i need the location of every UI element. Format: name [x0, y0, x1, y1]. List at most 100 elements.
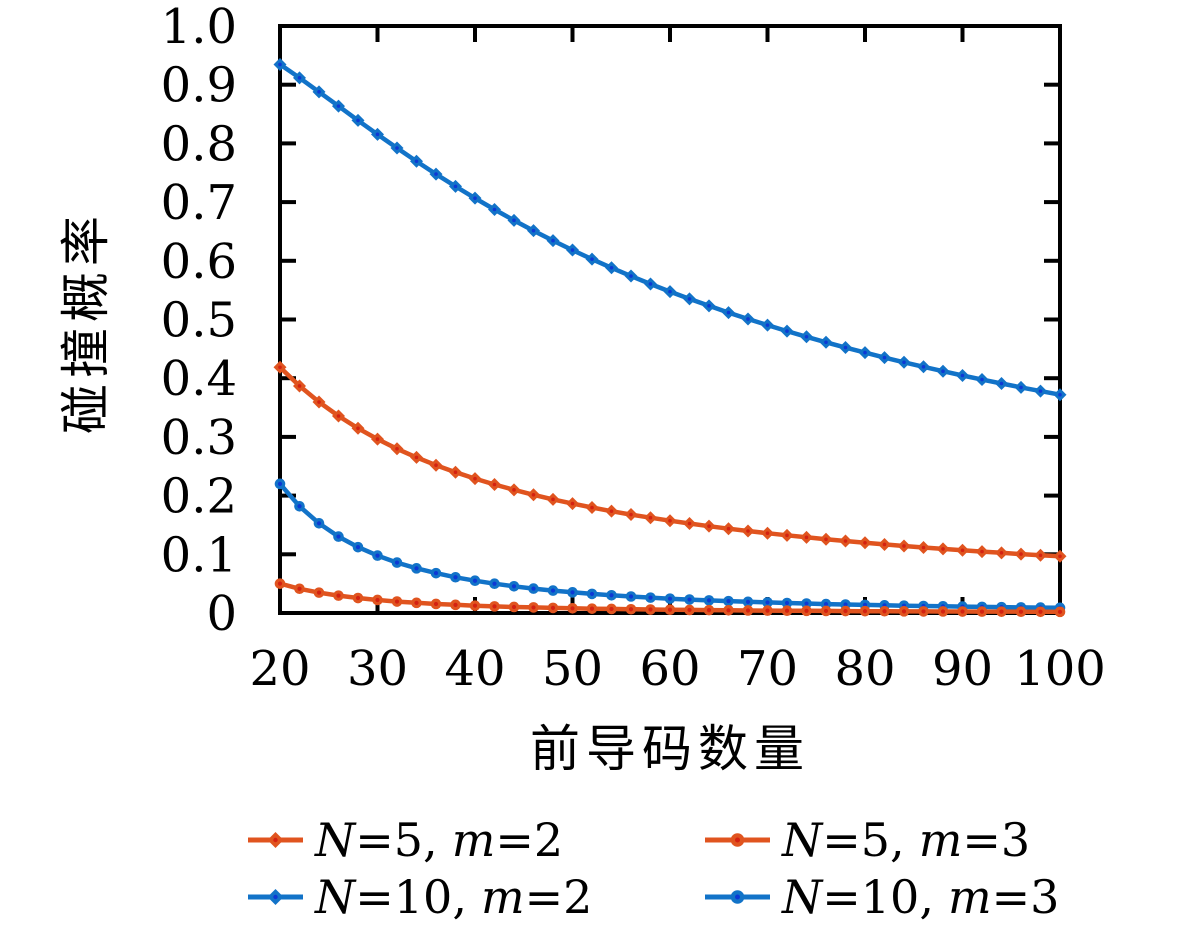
N10-m2-marker-core: [882, 355, 887, 360]
legend-entry-N5-m2: N=5, m=2: [248, 813, 563, 867]
curve-line-N10-m2: [277, 62, 1063, 397]
N10-m3-marker-core: [726, 599, 731, 604]
N5-m2-marker-core: [453, 470, 458, 475]
N5-m2-marker-core: [609, 509, 614, 513]
x-tick-label: 80: [834, 641, 895, 697]
N10-m2-marker-core: [843, 345, 848, 350]
N5-m2-marker-core: [882, 542, 887, 547]
N5-m3-marker-core: [979, 609, 985, 614]
N10-m3-marker-core: [784, 600, 790, 606]
N5-m2-marker-core: [356, 426, 360, 431]
N10-m2-marker-core: [902, 360, 906, 365]
x-tick-label: 100: [1014, 641, 1106, 697]
legend-label-N5-m2: N=5, m=2: [314, 813, 563, 867]
N10-m3-marker-core: [589, 591, 595, 597]
x-tick-label: 60: [639, 641, 700, 697]
N5-m3-marker-core: [648, 607, 653, 612]
y-axis-title: 碰撞概率: [57, 210, 115, 434]
y-tick-label: 0.3: [161, 410, 237, 466]
N5-m2-marker-core: [1038, 553, 1043, 558]
N5-m2-marker-core: [492, 482, 497, 487]
N5-m3-marker-core: [609, 606, 614, 612]
N10-m3-marker-core: [472, 578, 478, 583]
N10-m2-marker-core: [648, 282, 653, 286]
N10-m3-marker-core: [667, 596, 673, 601]
N5-m2-marker-core: [1019, 552, 1023, 556]
N5-m3-marker-core: [550, 605, 556, 610]
N5-m3-marker-core: [843, 608, 848, 614]
N10-m2-marker-core: [726, 310, 731, 315]
N10-m2-marker-core: [1038, 389, 1043, 393]
N10-m2-marker-core: [453, 184, 458, 189]
legend: N=5, m=2 N=5, m=3 N=10, m=2 N=10, m=3: [248, 813, 1059, 924]
N10-m2-marker-core: [785, 329, 789, 333]
N5-m3-marker-core: [921, 609, 926, 614]
N5-m2-marker-core: [278, 365, 282, 370]
N5-m2-marker-core: [746, 529, 750, 533]
N5-m2-marker-core: [317, 400, 321, 404]
N10-m3-marker-core: [687, 597, 692, 602]
N10-m2-marker-core: [492, 207, 497, 212]
N5-m3-marker-core: [589, 606, 595, 611]
N5-m2-marker-core: [999, 551, 1004, 555]
N5-m3-marker-core: [297, 586, 302, 591]
N10-m3-marker-core: [648, 595, 653, 600]
N5-m2-marker-core: [785, 533, 789, 538]
N5-m3-marker-core: [804, 608, 809, 613]
N5-m3-marker-core: [628, 607, 634, 612]
N5-m2-marker-core: [395, 446, 399, 451]
curve-N10-m3: [274, 478, 1066, 614]
N10-m3-marker-core: [355, 545, 361, 550]
N10-m2-marker-core: [414, 159, 419, 164]
N10-m3-marker-core: [843, 602, 848, 607]
N5-m3-marker-core: [882, 609, 887, 614]
N10-m2-marker-core: [629, 274, 633, 278]
x-tick-label: 70: [737, 641, 798, 697]
y-tick-label: 1.0: [161, 0, 237, 55]
N10-m3-marker-core: [531, 586, 536, 591]
N5-m3-marker-core: [375, 597, 380, 603]
N5-m2-marker-core: [1058, 554, 1062, 559]
N5-m3-marker-core: [492, 604, 497, 609]
N10-m2-marker-core: [278, 62, 282, 67]
N5-m2-marker-core: [902, 544, 906, 548]
N5-m3-marker-core: [726, 608, 731, 613]
N5-m2-marker-core: [960, 548, 965, 553]
N10-m2-marker-core: [863, 350, 867, 355]
N10-m3-marker-core: [511, 584, 517, 589]
N5-m3-marker-core: [336, 593, 341, 598]
N5-m3-marker-core: [511, 604, 517, 610]
N5-m3-marker-core: [784, 608, 790, 613]
N10-m2-marker-core: [980, 377, 984, 382]
N10-m2-marker-core: [375, 132, 380, 137]
y-tick-label: 0.2: [161, 469, 237, 525]
N10-m2-marker-core: [1058, 392, 1062, 397]
N5-m3-marker-core: [687, 607, 692, 613]
N5-m2-marker-core: [531, 492, 536, 497]
N5-m3-marker-core: [1038, 609, 1043, 614]
legend-entry-N5-m3: N=5, m=3: [705, 813, 1030, 867]
N5-m2-marker-core: [590, 505, 594, 510]
N10-m2-marker-core: [434, 172, 438, 176]
N5-m3-marker-core: [745, 608, 751, 613]
y-tick-label: 0.6: [161, 234, 237, 290]
N10-m3-marker-core: [804, 601, 809, 606]
N10-m2-marker-core: [395, 146, 399, 150]
y-tick-label: 0.5: [161, 293, 237, 349]
N10-m3-marker-core: [862, 602, 868, 607]
N5-m3-marker-core: [862, 609, 868, 614]
N5-m2-marker-core: [297, 384, 302, 388]
legend-entry-N10-m2: N=10, m=2: [248, 870, 592, 924]
N10-m3-marker-core: [745, 599, 751, 604]
N10-m2-marker-core: [824, 340, 828, 345]
N10-m2-marker-core: [1019, 385, 1023, 390]
curve-N5-m2: [273, 360, 1067, 563]
legend-entry-N10-m3: N=10, m=3: [705, 870, 1059, 924]
N5-m3-marker-core: [316, 590, 322, 595]
x-axis-title: 前导码数量: [530, 720, 810, 778]
curve-N5-m3: [274, 578, 1066, 618]
N5-m2-marker-core: [941, 547, 945, 551]
N5-m2-marker-core: [629, 512, 633, 517]
N10-m2-marker-core: [512, 218, 516, 223]
